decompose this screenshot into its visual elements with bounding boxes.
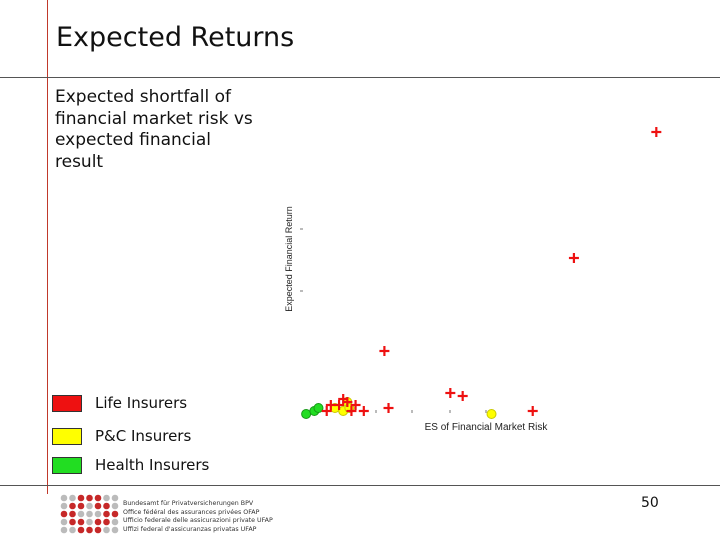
- x-axis-label: ES of Financial Market Risk: [425, 422, 549, 433]
- legend-label-life: Life Insurers: [95, 394, 188, 412]
- footer-divider: [0, 485, 720, 486]
- slide-title: Expected Returns: [56, 22, 295, 53]
- point-life-insurers-2: [334, 400, 345, 410]
- point-life-insurers-8: [379, 346, 390, 356]
- point-life-insurers-5: [346, 406, 357, 416]
- point-health-insurers-0: [301, 409, 312, 419]
- point-health-insurers-2: [313, 403, 324, 413]
- point-life-insurers-4: [342, 397, 353, 407]
- point-life-insurers-0: [321, 406, 332, 416]
- legend-item-health: Health Insurers: [52, 455, 292, 477]
- page-number: 50: [641, 495, 659, 511]
- bpv-logo-icon: [60, 494, 119, 534]
- point-life-insurers-10: [445, 388, 456, 398]
- point-life-insurers-7: [358, 406, 369, 416]
- point-life-insurers-14: [651, 127, 662, 137]
- left-vertical-rule: [47, 0, 48, 494]
- y-axis-label: Expected Financial Return: [284, 206, 294, 312]
- logo-line-fr: Office fédéral des assurances privées OF…: [123, 508, 260, 516]
- point-life-insurers-13: [568, 253, 579, 263]
- point-life-insurers-6: [350, 400, 361, 410]
- logo-line-de: Bundesamt für Privatversicherungen BPV: [123, 500, 254, 507]
- legend-item-life: Life Insurers: [52, 393, 292, 415]
- point-life-insurers-9: [383, 403, 394, 413]
- logo-line-rm: Uffizi federal d'assicuranzas privatas U…: [123, 525, 257, 533]
- logo-text: Bundesamt für Privatversicherungen BPV O…: [123, 500, 273, 534]
- legend-swatch-health: [52, 457, 82, 474]
- legend-swatch-pc: [52, 428, 82, 445]
- legend-label-health: Health Insurers: [95, 456, 210, 474]
- legend-label-pc: P&C Insurers: [95, 427, 192, 445]
- point-life-insurers-12: [527, 406, 538, 416]
- legend-item-pc: P&C Insurers: [52, 426, 292, 448]
- legend-swatch-life: [52, 395, 82, 412]
- slide-subtitle: Expected shortfall of financial market r…: [55, 87, 253, 172]
- point-p-c-insurers-4: [486, 409, 497, 419]
- point-life-insurers-11: [457, 391, 468, 401]
- logo-line-it: Ufficio federale delle assicurazioni pri…: [123, 517, 273, 525]
- title-divider: [0, 77, 720, 78]
